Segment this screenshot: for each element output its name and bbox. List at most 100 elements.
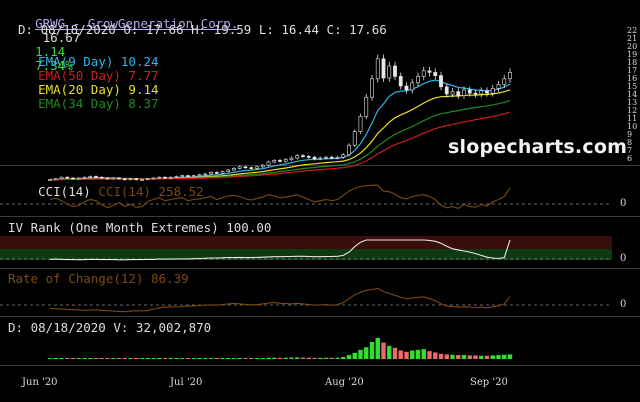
y-tick-label: 20 bbox=[627, 42, 637, 51]
x-label-aug: Aug '20 bbox=[325, 377, 364, 388]
volume-bar bbox=[427, 351, 432, 359]
y-tick-label: 12 bbox=[627, 106, 637, 115]
candle-body bbox=[375, 58, 380, 80]
x-label-sep: Sep '20 bbox=[470, 377, 508, 388]
candle-body bbox=[105, 177, 110, 180]
y-tick-label: 22 bbox=[627, 26, 637, 35]
y-tick-label: 11 bbox=[627, 114, 637, 123]
volume-bar bbox=[358, 349, 363, 359]
candle-body bbox=[48, 179, 52, 181]
volume-bar bbox=[496, 355, 501, 359]
volume-bar bbox=[93, 358, 99, 359]
volume-bar bbox=[392, 347, 398, 359]
volume-bar bbox=[461, 355, 467, 359]
ema-legend: EMA(9 Day) 10.24 EMA(50 Day) 7.77 EMA(20… bbox=[8, 41, 159, 125]
candle-body bbox=[157, 176, 162, 179]
y-tick-label: 19 bbox=[627, 50, 637, 59]
volume-bar bbox=[128, 358, 133, 359]
volume-bar bbox=[381, 342, 386, 359]
candle-body bbox=[76, 177, 81, 180]
volume-bar bbox=[364, 347, 369, 359]
y-tick-label: 17 bbox=[627, 66, 637, 75]
candle-body bbox=[381, 58, 386, 79]
volume-bar bbox=[467, 355, 472, 359]
volume-bar bbox=[157, 358, 162, 359]
volume-bar bbox=[254, 358, 260, 359]
candle-body bbox=[232, 168, 236, 171]
cci-panel-label: CCI(14) CCI(14) 258.52 bbox=[38, 184, 204, 199]
candle-body bbox=[209, 172, 213, 175]
volume-bar bbox=[438, 353, 444, 359]
volume-bar bbox=[502, 354, 507, 359]
candle-body bbox=[203, 173, 208, 176]
candle-body bbox=[416, 76, 420, 84]
panel-separator bbox=[0, 268, 640, 269]
volume-bar bbox=[162, 358, 168, 359]
volume-bar bbox=[134, 358, 139, 359]
volume-bar bbox=[410, 350, 415, 359]
candle-body bbox=[71, 177, 75, 180]
volume-bar bbox=[444, 354, 449, 359]
y-tick-label: 9 bbox=[627, 130, 632, 139]
candle-body bbox=[421, 70, 426, 77]
candle-body bbox=[404, 85, 409, 91]
volume-bar bbox=[283, 357, 288, 359]
iv-zero-label: 0 bbox=[620, 253, 627, 264]
candle-body bbox=[168, 176, 173, 179]
candle-body bbox=[163, 176, 167, 179]
volume-bar bbox=[111, 358, 116, 359]
candle-body bbox=[237, 166, 242, 169]
candle-body bbox=[473, 92, 478, 95]
volume-bar bbox=[450, 354, 455, 359]
volume-bar bbox=[220, 358, 225, 359]
candle-body bbox=[151, 177, 156, 180]
candle-body bbox=[433, 72, 438, 76]
volume-bar bbox=[116, 358, 122, 359]
panel-separator bbox=[0, 165, 640, 166]
ema-20-label: EMA(20 Day) 9.14 bbox=[38, 82, 159, 97]
volume-bar bbox=[168, 358, 173, 359]
volume-bar bbox=[277, 357, 283, 359]
candle-body bbox=[352, 131, 357, 146]
volume-bar bbox=[208, 358, 214, 359]
candle-body bbox=[174, 176, 179, 178]
candle-body bbox=[329, 156, 334, 159]
volume-bar bbox=[473, 355, 478, 359]
volume-bar bbox=[105, 358, 110, 359]
candle-body bbox=[439, 75, 443, 88]
candle-body bbox=[283, 159, 288, 162]
candle-body bbox=[94, 176, 98, 178]
volume-bar bbox=[151, 358, 156, 359]
candle-body bbox=[485, 90, 489, 94]
ema-line bbox=[50, 100, 511, 181]
candle-body bbox=[295, 155, 300, 159]
candle-body bbox=[312, 156, 317, 160]
candle-body bbox=[364, 96, 369, 117]
volume-bar bbox=[375, 338, 380, 359]
volume-bar bbox=[53, 358, 58, 359]
panel-separator bbox=[0, 316, 640, 317]
candle-body bbox=[88, 176, 93, 178]
volume-bar bbox=[312, 357, 317, 359]
candle-body bbox=[266, 161, 271, 166]
candle-body bbox=[255, 166, 259, 169]
volume-bar bbox=[145, 358, 150, 359]
volume-bar bbox=[59, 358, 64, 359]
volume-bar bbox=[318, 357, 323, 359]
volume-bar bbox=[341, 357, 346, 359]
candle-body bbox=[301, 155, 305, 157]
candle-body bbox=[341, 154, 346, 158]
candle-body bbox=[249, 167, 254, 169]
ema-34-label: EMA(34 Day) 8.37 bbox=[38, 96, 159, 111]
ticker-link[interactable]: GRWG - GrowGeneration Corp. bbox=[35, 16, 239, 31]
volume-bar bbox=[139, 358, 145, 359]
volume-bar bbox=[456, 355, 461, 359]
candle-body bbox=[456, 91, 461, 96]
candle-body bbox=[117, 177, 121, 180]
candle-body bbox=[289, 157, 294, 160]
candle-body bbox=[427, 70, 432, 73]
candle-body bbox=[99, 176, 104, 179]
volume-bar bbox=[76, 358, 81, 359]
y-tick-label: 14 bbox=[627, 90, 637, 99]
